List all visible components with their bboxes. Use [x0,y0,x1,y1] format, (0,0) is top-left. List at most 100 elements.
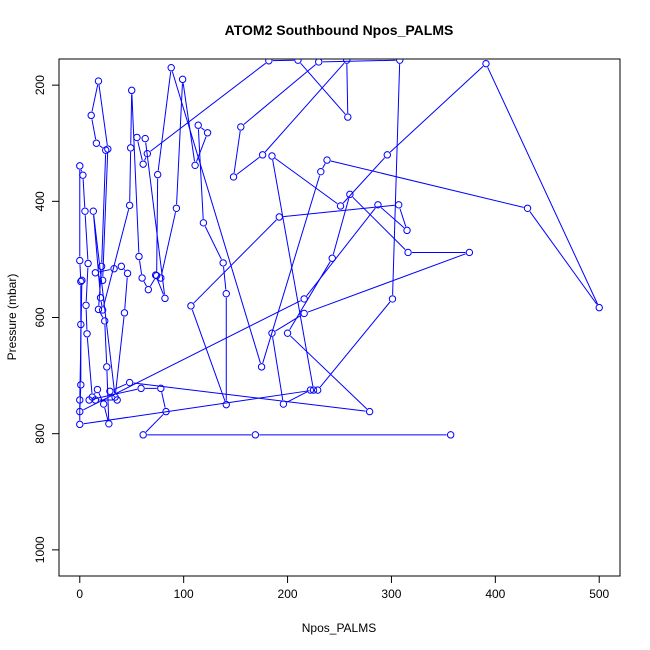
data-point [126,144,135,152]
series-segment [197,129,204,219]
data-point [125,201,134,210]
data-point [143,149,152,158]
series-segment [274,157,338,205]
data-point [383,151,391,159]
series-segment [82,179,86,208]
series-segment [102,153,109,277]
data-point [93,385,102,394]
series-segment [149,278,156,287]
data-point [97,262,106,271]
series-segment [79,264,82,278]
series-segment [380,207,405,229]
data-point [152,271,161,280]
data-point [283,329,292,337]
data-point [404,248,412,257]
chart-title: ATOM2 Southbound Npos_PALMS [225,22,454,38]
data-point [203,129,212,137]
data-point [139,431,147,439]
series-segment [143,281,147,287]
data-point [157,384,165,393]
data-point [141,134,149,143]
x-axis: 0 100 200 300 400 500 [76,575,610,601]
data-point [323,156,331,164]
data-point [157,274,165,282]
data-point [167,64,175,72]
series-segment [487,67,598,305]
data-point [153,170,162,179]
data-point [309,386,318,394]
x-tick-label: 0 [76,587,83,601]
data-point [317,167,325,176]
data-point [99,400,108,408]
series-segment [182,83,196,162]
data-point [89,207,97,215]
x-tick-label: 500 [589,587,609,601]
y-tick-label: 400 [33,191,47,211]
data-point [76,162,84,170]
series-segment [342,157,385,204]
series-segment [83,300,301,411]
data-point [82,301,90,310]
series-segment [83,390,310,425]
series-segment [204,226,222,260]
series-segment [290,335,368,410]
series-segment [103,209,130,307]
data-point [162,407,170,416]
data-point [219,259,227,267]
data-point [194,121,202,129]
data-point [104,145,112,153]
data-point [77,277,85,286]
series-segment [346,64,349,114]
data-point [294,59,302,64]
data-point [229,173,238,181]
series-segment [104,324,108,363]
series-segment [123,269,126,271]
data-point [91,269,100,277]
data-point [105,420,113,428]
data-point [117,262,126,271]
series-segment [150,62,266,152]
series-segment [392,64,401,295]
data-point [365,407,374,416]
series-segment [91,84,99,112]
series-layer [76,59,603,439]
data-point [94,305,103,314]
series-segment [157,71,172,171]
data-point [595,303,603,312]
data-point [138,274,146,282]
data-point [199,219,208,227]
data-point [76,396,84,404]
y-axis: 200 400 600 800 1000 [33,75,60,563]
data-point [110,265,118,273]
data-point [465,248,474,257]
series-segment [262,175,321,364]
y-tick-label: 600 [33,307,47,327]
series-segment [99,312,104,318]
data-point [84,259,92,268]
x-tick-label: 100 [174,587,194,601]
data-point [76,407,84,416]
series-segment [131,94,140,253]
x-tick-label: 400 [485,587,505,601]
data-point [482,59,490,68]
data-point [374,201,382,209]
data-point [336,202,345,210]
series-segment [130,94,133,144]
data-point [187,302,195,310]
data-point [76,420,84,429]
series-segment [300,62,346,115]
series-segment [98,84,108,146]
data-point [128,86,136,95]
series-segment [286,391,308,403]
series-segment [91,119,97,140]
series-segment [93,215,101,294]
data-point [344,113,352,121]
data-point [120,309,129,317]
x-tick-label: 200 [278,587,298,601]
data-point [83,330,91,338]
data-point [222,400,230,409]
series-segment [272,159,314,387]
series-segment [85,267,89,302]
series-segment [332,198,350,255]
